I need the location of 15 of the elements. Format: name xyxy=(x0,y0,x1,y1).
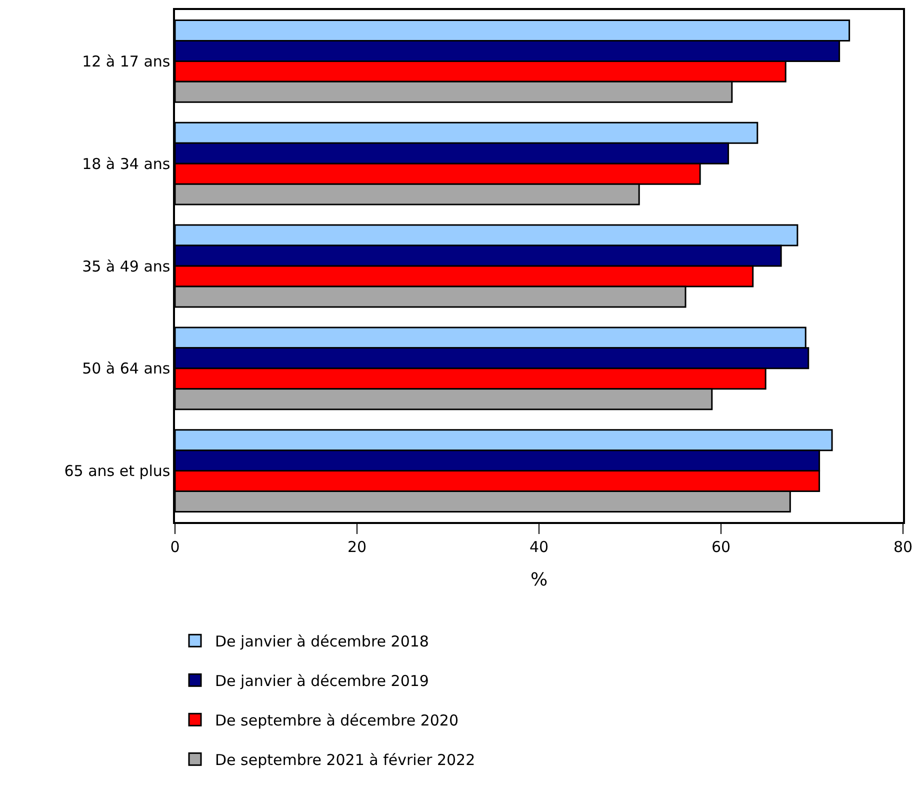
x-tick-label: 60 xyxy=(711,538,731,556)
y-tick-label: 12 à 17 ans xyxy=(82,52,170,70)
y-tick-label: 35 à 49 ans xyxy=(82,257,170,276)
legend-label: De septembre à décembre 2020 xyxy=(215,712,459,730)
legend-label: De septembre 2021 à février 2022 xyxy=(215,751,476,769)
legend-label: De janvier à décembre 2018 xyxy=(215,632,429,650)
x-tick-label: 40 xyxy=(529,538,549,556)
y-tick-label: 65 ans et plus xyxy=(64,462,170,480)
y-tick-label: 50 à 64 ans xyxy=(82,360,170,378)
x-tick-label: 0 xyxy=(170,538,180,556)
x-axis-title: % xyxy=(530,569,548,590)
y-tick-label: 18 à 34 ans xyxy=(82,154,170,173)
x-tick-label: 80 xyxy=(893,538,913,556)
legend-label: De janvier à décembre 2019 xyxy=(215,672,429,690)
x-tick-label: 20 xyxy=(347,538,367,556)
